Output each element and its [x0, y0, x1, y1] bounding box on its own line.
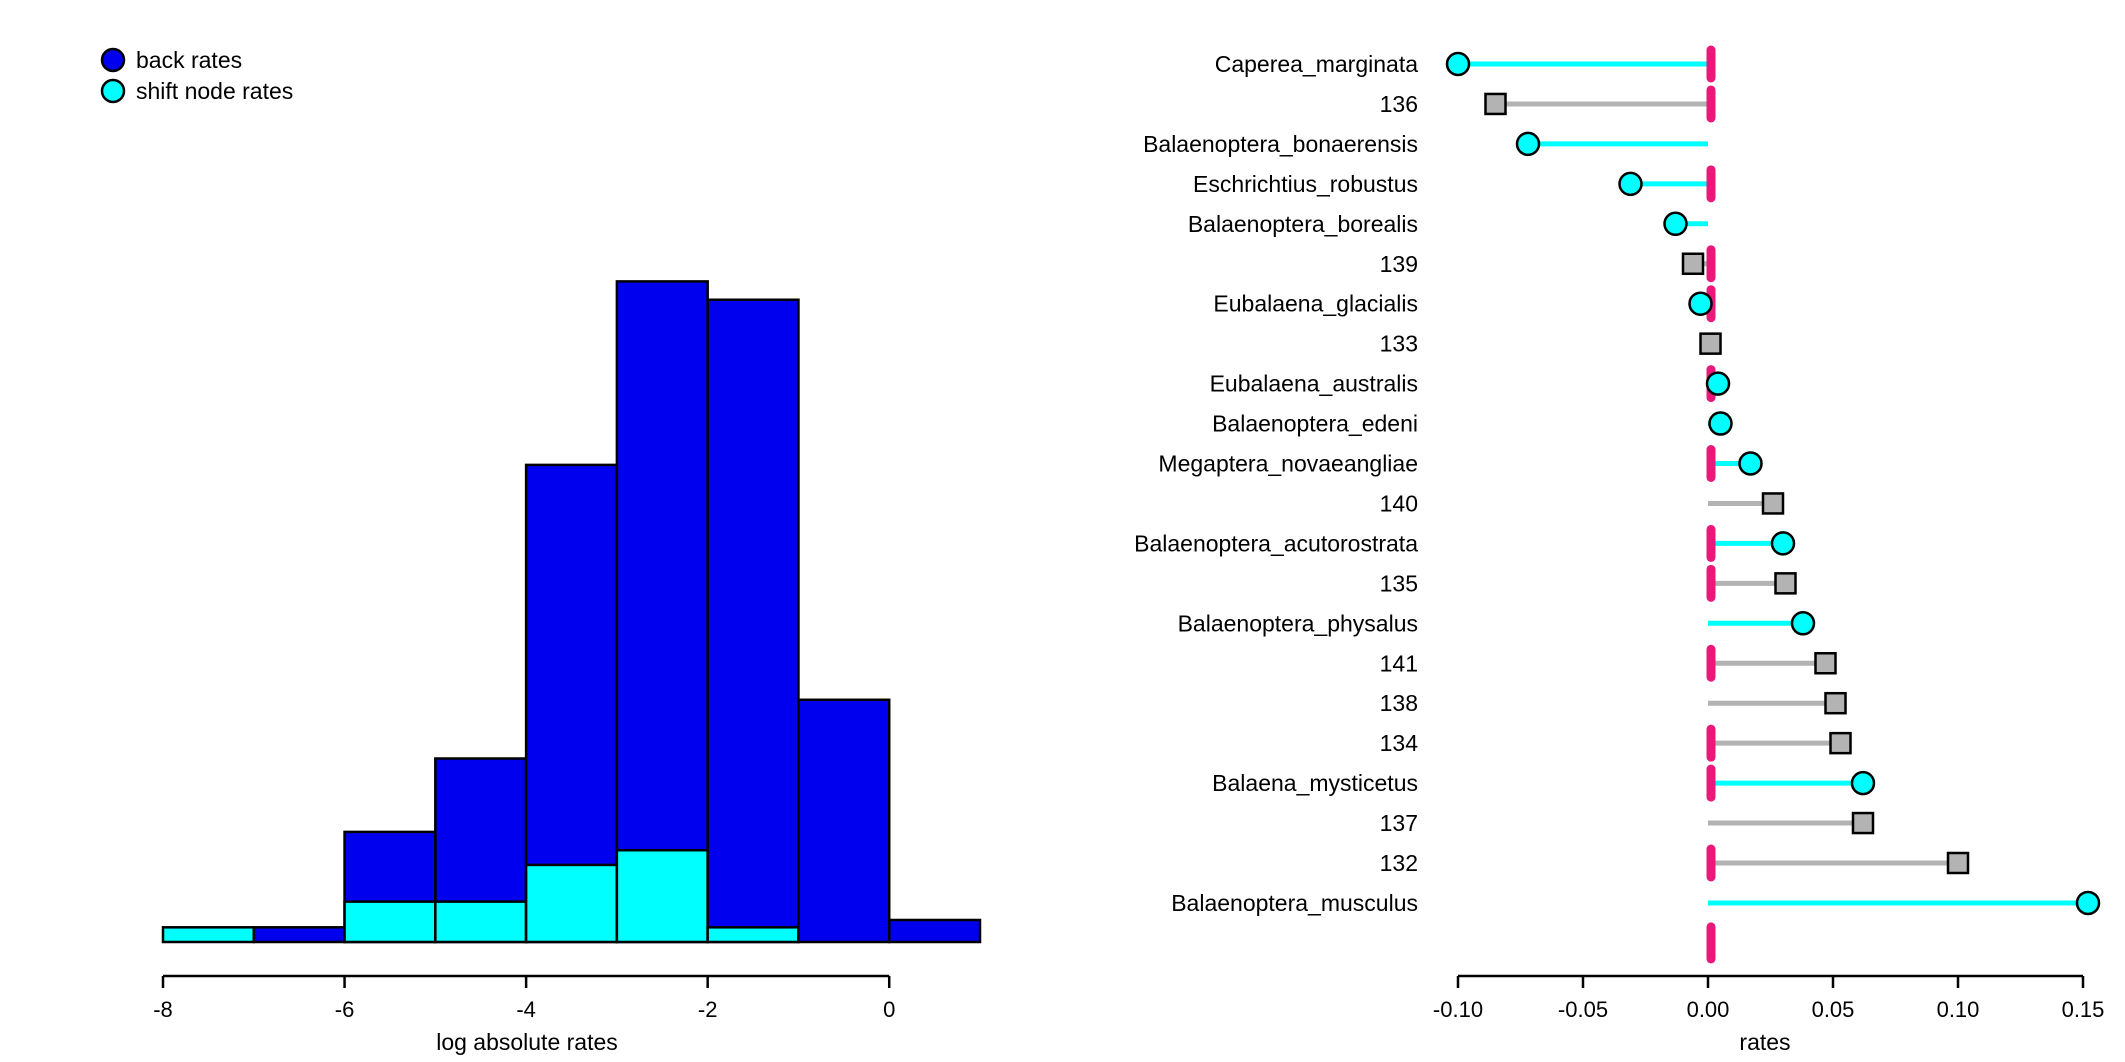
- category-label: Balaenoptera_edeni: [1212, 411, 1418, 437]
- lollipop-x-axis-label: rates: [1739, 1029, 1790, 1055]
- lollipop-marks: [1445, 45, 2101, 964]
- histogram-bar-back-1: [252, 926, 346, 944]
- category-label: Eubalaena_australis: [1210, 371, 1418, 397]
- tip-point: [1708, 411, 1733, 436]
- node-point: [1851, 811, 1875, 835]
- histogram-bar-shift-3: [434, 900, 528, 944]
- histogram-bar-shift-5: [615, 849, 709, 944]
- tip-point: [1850, 770, 1876, 796]
- category-label: Balaenoptera_musculus: [1171, 890, 1418, 916]
- node-point: [1484, 92, 1507, 116]
- lollipop-tick-label: -0.05: [1558, 997, 1608, 1022]
- tip-point: [1770, 531, 1796, 556]
- category-label: 132: [1380, 850, 1418, 876]
- node-point: [1829, 731, 1852, 755]
- category-label: Balaenoptera_acutorostrata: [1134, 530, 1418, 556]
- node-point: [1814, 652, 1837, 675]
- node-point: [1761, 492, 1785, 515]
- category-label: 136: [1380, 91, 1418, 117]
- tip-point: [1663, 211, 1688, 237]
- node-point: [1699, 332, 1722, 355]
- tip-point: [1688, 291, 1713, 316]
- category-label: 135: [1380, 570, 1418, 596]
- legend-swatch-back-rates: [100, 47, 126, 73]
- category-label: 140: [1380, 490, 1418, 516]
- legend-swatch-shift-node-rates: [100, 78, 126, 104]
- tip-point: [2075, 890, 2101, 916]
- category-label: 134: [1380, 730, 1419, 756]
- category-label: Balaena_mysticetus: [1212, 770, 1418, 796]
- lollipop-category-labels: Caperea_marginata 136 Balaenoptera_bonaere…: [1134, 51, 1418, 916]
- histogram-x-axis: -8 -6 -4 -2 0: [153, 974, 895, 1022]
- histogram-tick-label: -2: [698, 997, 718, 1022]
- node-point: [1946, 851, 1970, 875]
- histogram-legend: back rates shift node rates: [100, 47, 293, 104]
- lollipop-panel: Caperea_marginata 136 Balaenoptera_bonaere…: [1134, 45, 2105, 1055]
- category-label: Balaenoptera_physalus: [1178, 610, 1418, 636]
- histogram-tick-label: 0: [883, 997, 895, 1022]
- histogram-bar-back-6: [706, 298, 800, 944]
- tip-point: [1515, 131, 1541, 157]
- lollipop-tick-label: 0.00: [1687, 997, 1730, 1022]
- histogram-x-axis-label: log absolute rates: [436, 1029, 618, 1055]
- category-label: Eschrichtius_robustus: [1193, 171, 1418, 197]
- category-label: 133: [1380, 331, 1418, 357]
- histogram-bar-back-8: [887, 918, 982, 944]
- legend-label-shift-node-rates: shift node rates: [136, 78, 293, 104]
- category-label: Eubalaena_glacialis: [1213, 291, 1418, 317]
- tip-point: [1738, 451, 1763, 476]
- tip-point: [1790, 611, 1816, 636]
- tip-point: [1618, 171, 1643, 197]
- histogram-bar-shift-4: [524, 863, 619, 944]
- histogram-tick-label: -4: [516, 997, 536, 1022]
- category-label: 141: [1380, 650, 1418, 676]
- category-label: Caperea_marginata: [1215, 51, 1419, 77]
- category-label: Megaptera_novaeangliae: [1158, 451, 1418, 477]
- node-point: [1774, 572, 1797, 595]
- tip-point: [1705, 371, 1731, 396]
- histogram-tick-label: -6: [335, 997, 355, 1022]
- histogram-bar-shift-0: [161, 926, 256, 944]
- tip-point: [1445, 51, 1471, 77]
- histogram-bar-shift-2: [343, 900, 437, 944]
- lollipop-tick-label: 0.15: [2062, 997, 2105, 1022]
- node-point: [1681, 252, 1705, 275]
- category-label: Balaenoptera_bonaerensis: [1143, 131, 1418, 157]
- lollipop-tick-label: 0.10: [1937, 997, 1980, 1022]
- category-label: Balaenoptera_borealis: [1188, 211, 1418, 237]
- histogram-panel: back rates shift node rates -8 -6 -4 -2 0 lo…: [100, 47, 982, 1055]
- lollipop-x-axis: -0.10 -0.05 0.00 0.05 0.10 0.15: [1433, 974, 2105, 1022]
- histogram-bar-shift-6: [706, 926, 800, 944]
- category-label: 137: [1380, 810, 1418, 836]
- histogram-bars: [161, 280, 982, 944]
- histogram-tick-label: -8: [153, 997, 173, 1022]
- histogram-bar-back-4: [524, 463, 619, 944]
- histogram-bar-back-7: [797, 698, 891, 944]
- node-point: [1824, 691, 1847, 715]
- category-label: 139: [1380, 251, 1418, 277]
- lollipop-tick-label: -0.10: [1433, 997, 1483, 1022]
- histogram-bar-back-5: [615, 280, 709, 944]
- legend-label-back-rates: back rates: [136, 47, 242, 73]
- lollipop-tick-label: 0.05: [1812, 997, 1855, 1022]
- category-label: 138: [1380, 690, 1418, 716]
